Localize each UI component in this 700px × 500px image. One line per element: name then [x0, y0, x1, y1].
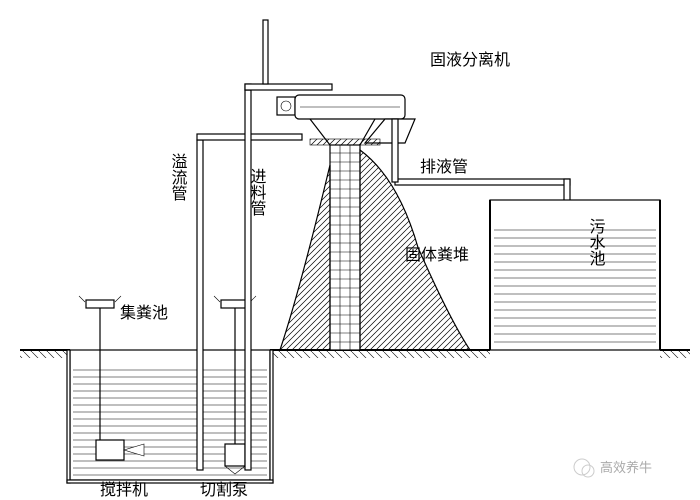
label-feed-pipe: 进料管 — [248, 168, 267, 216]
label-collection-pit: 集粪池 — [120, 304, 168, 322]
label-manure-pile: 固体粪堆 — [405, 246, 469, 264]
label-overflow-pipe: 溢流管 — [169, 153, 188, 201]
manure-separation-diagram: 固液分离机 溢流管 进料管 排液管 污水池 固体粪堆 集粪池 搅拌机 切割泵 高… — [0, 0, 700, 500]
watermark-text: 高效养牛 — [600, 460, 652, 475]
label-cutter-pump: 切割泵 — [200, 481, 248, 499]
label-sewage-tank: 污水池 — [587, 218, 606, 266]
label-mixer: 搅拌机 — [100, 481, 148, 499]
label-separator: 固液分离机 — [430, 51, 510, 69]
label-drain-pipe: 排液管 — [420, 158, 468, 176]
